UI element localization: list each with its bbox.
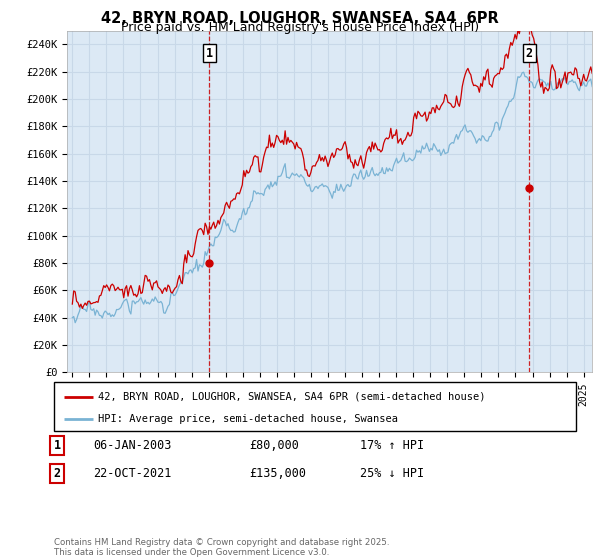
- Text: 42, BRYN ROAD, LOUGHOR, SWANSEA, SA4 6PR (semi-detached house): 42, BRYN ROAD, LOUGHOR, SWANSEA, SA4 6PR…: [98, 391, 486, 402]
- Text: 17% ↑ HPI: 17% ↑ HPI: [360, 438, 424, 452]
- Text: Contains HM Land Registry data © Crown copyright and database right 2025.
This d: Contains HM Land Registry data © Crown c…: [54, 538, 389, 557]
- Text: 22-OCT-2021: 22-OCT-2021: [93, 466, 172, 480]
- Text: 2: 2: [53, 466, 61, 480]
- Text: £80,000: £80,000: [249, 438, 299, 452]
- Text: Price paid vs. HM Land Registry's House Price Index (HPI): Price paid vs. HM Land Registry's House …: [121, 21, 479, 34]
- Text: 1: 1: [206, 46, 213, 59]
- Text: 1: 1: [53, 438, 61, 452]
- Text: 06-JAN-2003: 06-JAN-2003: [93, 438, 172, 452]
- Text: £135,000: £135,000: [249, 466, 306, 480]
- Text: 25% ↓ HPI: 25% ↓ HPI: [360, 466, 424, 480]
- Text: HPI: Average price, semi-detached house, Swansea: HPI: Average price, semi-detached house,…: [98, 414, 398, 424]
- Text: 42, BRYN ROAD, LOUGHOR, SWANSEA, SA4  6PR: 42, BRYN ROAD, LOUGHOR, SWANSEA, SA4 6PR: [101, 11, 499, 26]
- Text: 2: 2: [526, 46, 533, 59]
